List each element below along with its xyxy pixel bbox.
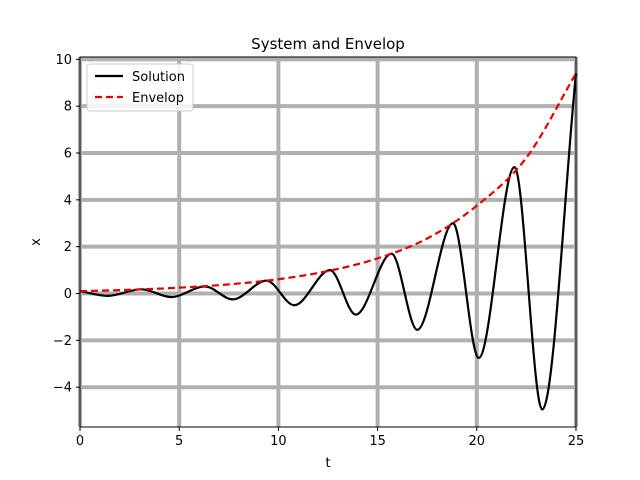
x-axis-label: t (325, 456, 330, 471)
y-tick-label: −2 (53, 334, 72, 349)
legend: Solution Envelop (86, 63, 194, 112)
grid (78, 57, 578, 427)
x-axis: 0 5 10 15 20 25 (76, 427, 584, 449)
y-tick-label: 6 (64, 147, 72, 162)
x-tick-label: 0 (76, 434, 84, 449)
x-tick-label: 5 (175, 434, 183, 449)
y-tick-label: 2 (64, 240, 72, 255)
y-tick-label: 10 (55, 53, 72, 68)
x-tick-label: 10 (270, 434, 287, 449)
plot-frame (79, 56, 577, 428)
y-tick-label: 0 (64, 287, 72, 302)
series-line-solution (79, 73, 578, 411)
legend-label-envelop: Envelop (132, 91, 184, 106)
y-axis-label: x (29, 238, 44, 246)
legend-label-solution: Solution (132, 70, 185, 85)
series-layer (79, 72, 578, 411)
y-tick-label: 4 (64, 193, 72, 208)
x-tick-label: 20 (469, 434, 486, 449)
chart-title: System and Envelop (251, 35, 405, 53)
x-tick-label: 15 (369, 434, 386, 449)
y-axis: −4 −2 0 2 4 6 8 10 (53, 53, 80, 396)
x-tick-label: 25 (568, 434, 585, 449)
y-tick-label: 8 (64, 100, 72, 115)
y-tick-label: −4 (53, 381, 72, 396)
